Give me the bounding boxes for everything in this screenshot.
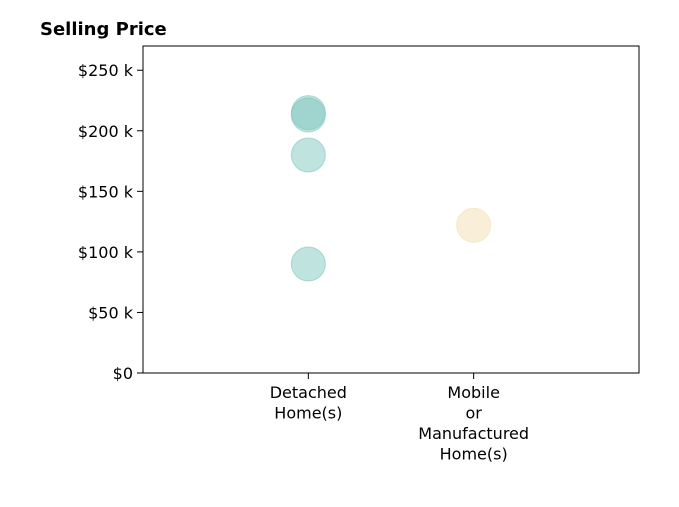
x-tick-label: Detached Home(s) — [270, 383, 347, 423]
y-tick-label: $0 — [113, 364, 133, 383]
y-tick-label: $100 k — [78, 243, 134, 262]
data-point — [290, 246, 326, 282]
x-tick-label-line: or — [465, 404, 482, 423]
y-tick-label: $50 k — [88, 303, 134, 322]
y-tick-label: $200 k — [78, 122, 134, 141]
data-point — [290, 137, 326, 173]
x-tick-label-line: Home(s) — [440, 445, 508, 464]
plot-frame — [142, 45, 640, 374]
x-tick-label-line: Detached — [270, 383, 347, 402]
data-point — [290, 97, 326, 133]
chart-title: Selling Price — [40, 19, 167, 40]
x-tick-label: Mobile or Manufactured Home(s) — [418, 383, 529, 464]
plot-area: $0 $50 k $100 k $150 k $200 k $250 k Detached H… — [78, 45, 640, 464]
x-tick-label-line: Mobile — [447, 383, 499, 402]
y-tick-label: $150 k — [78, 182, 134, 201]
y-tick-label: $250 k — [78, 61, 134, 80]
x-tick-label-line: Manufactured — [418, 424, 529, 443]
data-point — [456, 207, 492, 243]
x-tick-label-line: Home(s) — [274, 404, 342, 423]
